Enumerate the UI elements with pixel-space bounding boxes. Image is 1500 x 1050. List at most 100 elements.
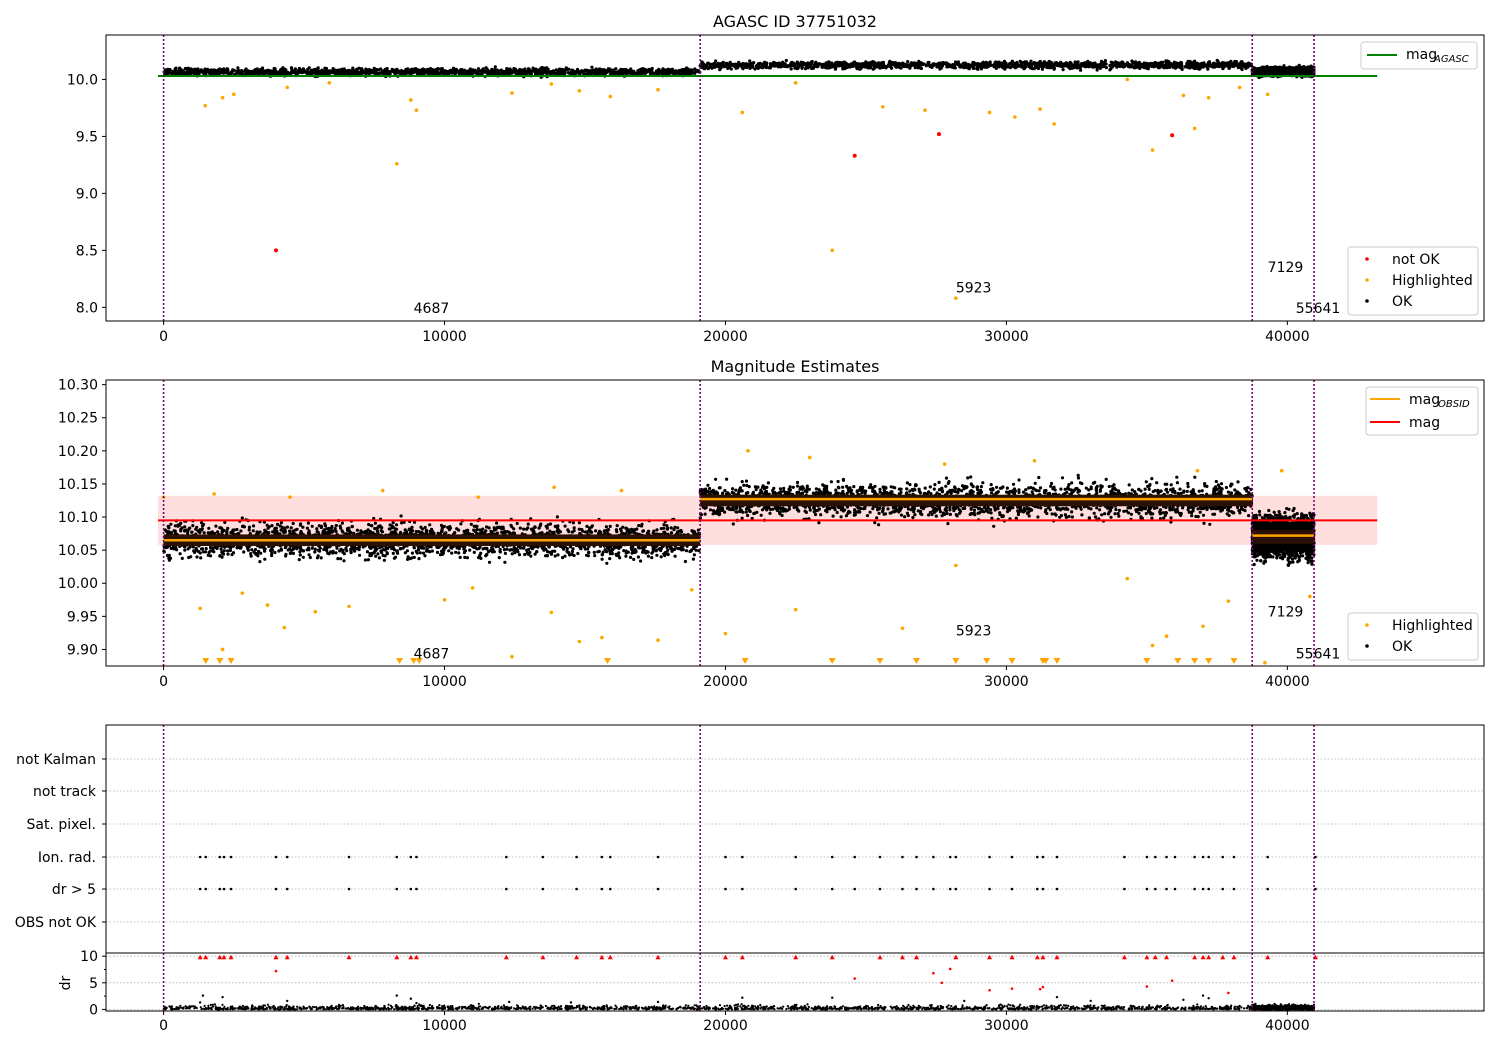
ok-point [480, 70, 484, 74]
ok-point [330, 71, 335, 75]
ok-point [403, 551, 407, 555]
ok-point [810, 62, 814, 66]
ok-point [1206, 67, 1210, 71]
ok-point [273, 550, 277, 555]
ok-point [1145, 63, 1149, 67]
ok-point [1191, 60, 1196, 64]
ok-point [1215, 62, 1219, 66]
ok-point [608, 67, 612, 71]
ok-point [333, 72, 337, 76]
ok-point [603, 548, 607, 552]
ok-point [1221, 67, 1225, 71]
ok-point [729, 63, 734, 67]
ok-point [584, 72, 588, 76]
ok-point [851, 63, 855, 67]
ok-point [196, 67, 200, 71]
ok-point [514, 72, 519, 76]
legend-box [1347, 246, 1479, 316]
ok-point [1287, 65, 1291, 69]
ok-point [1237, 65, 1241, 69]
chart-title: Magnitude Estimates [711, 357, 880, 376]
ok-point [406, 67, 410, 71]
ok-point [246, 69, 250, 73]
highlighted-point [1038, 107, 1042, 111]
ok-point [376, 552, 380, 556]
ok-point [736, 64, 740, 68]
not-ok-point [852, 153, 857, 158]
ok-point [1029, 59, 1033, 63]
ok-point [641, 70, 645, 74]
ok-point [1217, 64, 1221, 68]
ok-point [789, 64, 793, 68]
ok-point [1059, 63, 1063, 68]
highlighted-point [394, 161, 399, 166]
y-tick-label: 9.0 [76, 186, 98, 202]
ok-point [293, 67, 297, 71]
ok-point [476, 67, 481, 71]
ok-point [540, 68, 544, 72]
ok-point [1067, 65, 1071, 70]
ok-point [232, 68, 236, 72]
ok-point [578, 531, 582, 536]
highlighted-point [830, 248, 835, 253]
ok-point [959, 63, 963, 67]
ok-point [799, 60, 803, 64]
ok-point [693, 67, 697, 71]
ok-point [1309, 67, 1313, 71]
ok-point [629, 67, 633, 71]
ok-point [845, 62, 850, 66]
ok-point [1129, 65, 1133, 69]
ok-point [987, 63, 992, 67]
ok-point [743, 65, 747, 69]
ok-point [1150, 63, 1154, 67]
highlighted-point [549, 82, 554, 86]
ok-point [1269, 67, 1273, 71]
ok-point [416, 68, 420, 72]
ok-point [314, 72, 318, 76]
ok-point [776, 61, 780, 66]
ok-point [1281, 71, 1285, 75]
ok-point [249, 69, 253, 74]
ok-point [313, 68, 317, 73]
ok-point [178, 552, 182, 556]
ok-point [1303, 70, 1307, 74]
ok-point [779, 62, 783, 66]
ok-point [1309, 72, 1313, 76]
highlighted-point [740, 110, 745, 115]
ok-point [181, 72, 185, 76]
ok-point [855, 62, 859, 66]
ok-point [229, 71, 234, 75]
ok-point [523, 67, 527, 71]
ok-point [748, 59, 752, 63]
highlighted-point [414, 108, 419, 113]
ok-point [209, 68, 213, 72]
ok-point [783, 62, 787, 66]
x-tick-label: 40000 [1265, 329, 1310, 345]
ok-point [871, 67, 875, 71]
ok-point [932, 63, 936, 67]
ok-point [1075, 62, 1079, 66]
ok-point [306, 67, 310, 71]
ok-point [430, 70, 434, 74]
ok-point [717, 62, 721, 66]
legend-marker-swatch [1365, 278, 1369, 282]
ok-point [440, 69, 445, 73]
ok-point [1042, 65, 1046, 69]
ok-point [624, 554, 628, 558]
ok-point [906, 60, 910, 64]
ok-point [979, 67, 984, 71]
ok-point [265, 69, 269, 73]
ok-point [1212, 65, 1216, 69]
ok-point [1159, 60, 1163, 64]
ok-point [706, 61, 710, 65]
ok-point [435, 70, 439, 74]
highlighted-point [1125, 77, 1130, 82]
ok-point [899, 66, 903, 70]
ok-point [800, 65, 804, 70]
ok-point [1247, 61, 1251, 65]
ok-point [285, 525, 289, 529]
ok-point [1243, 62, 1247, 66]
ok-point [1039, 64, 1043, 68]
ok-point [741, 67, 745, 71]
ok-point [297, 66, 301, 71]
